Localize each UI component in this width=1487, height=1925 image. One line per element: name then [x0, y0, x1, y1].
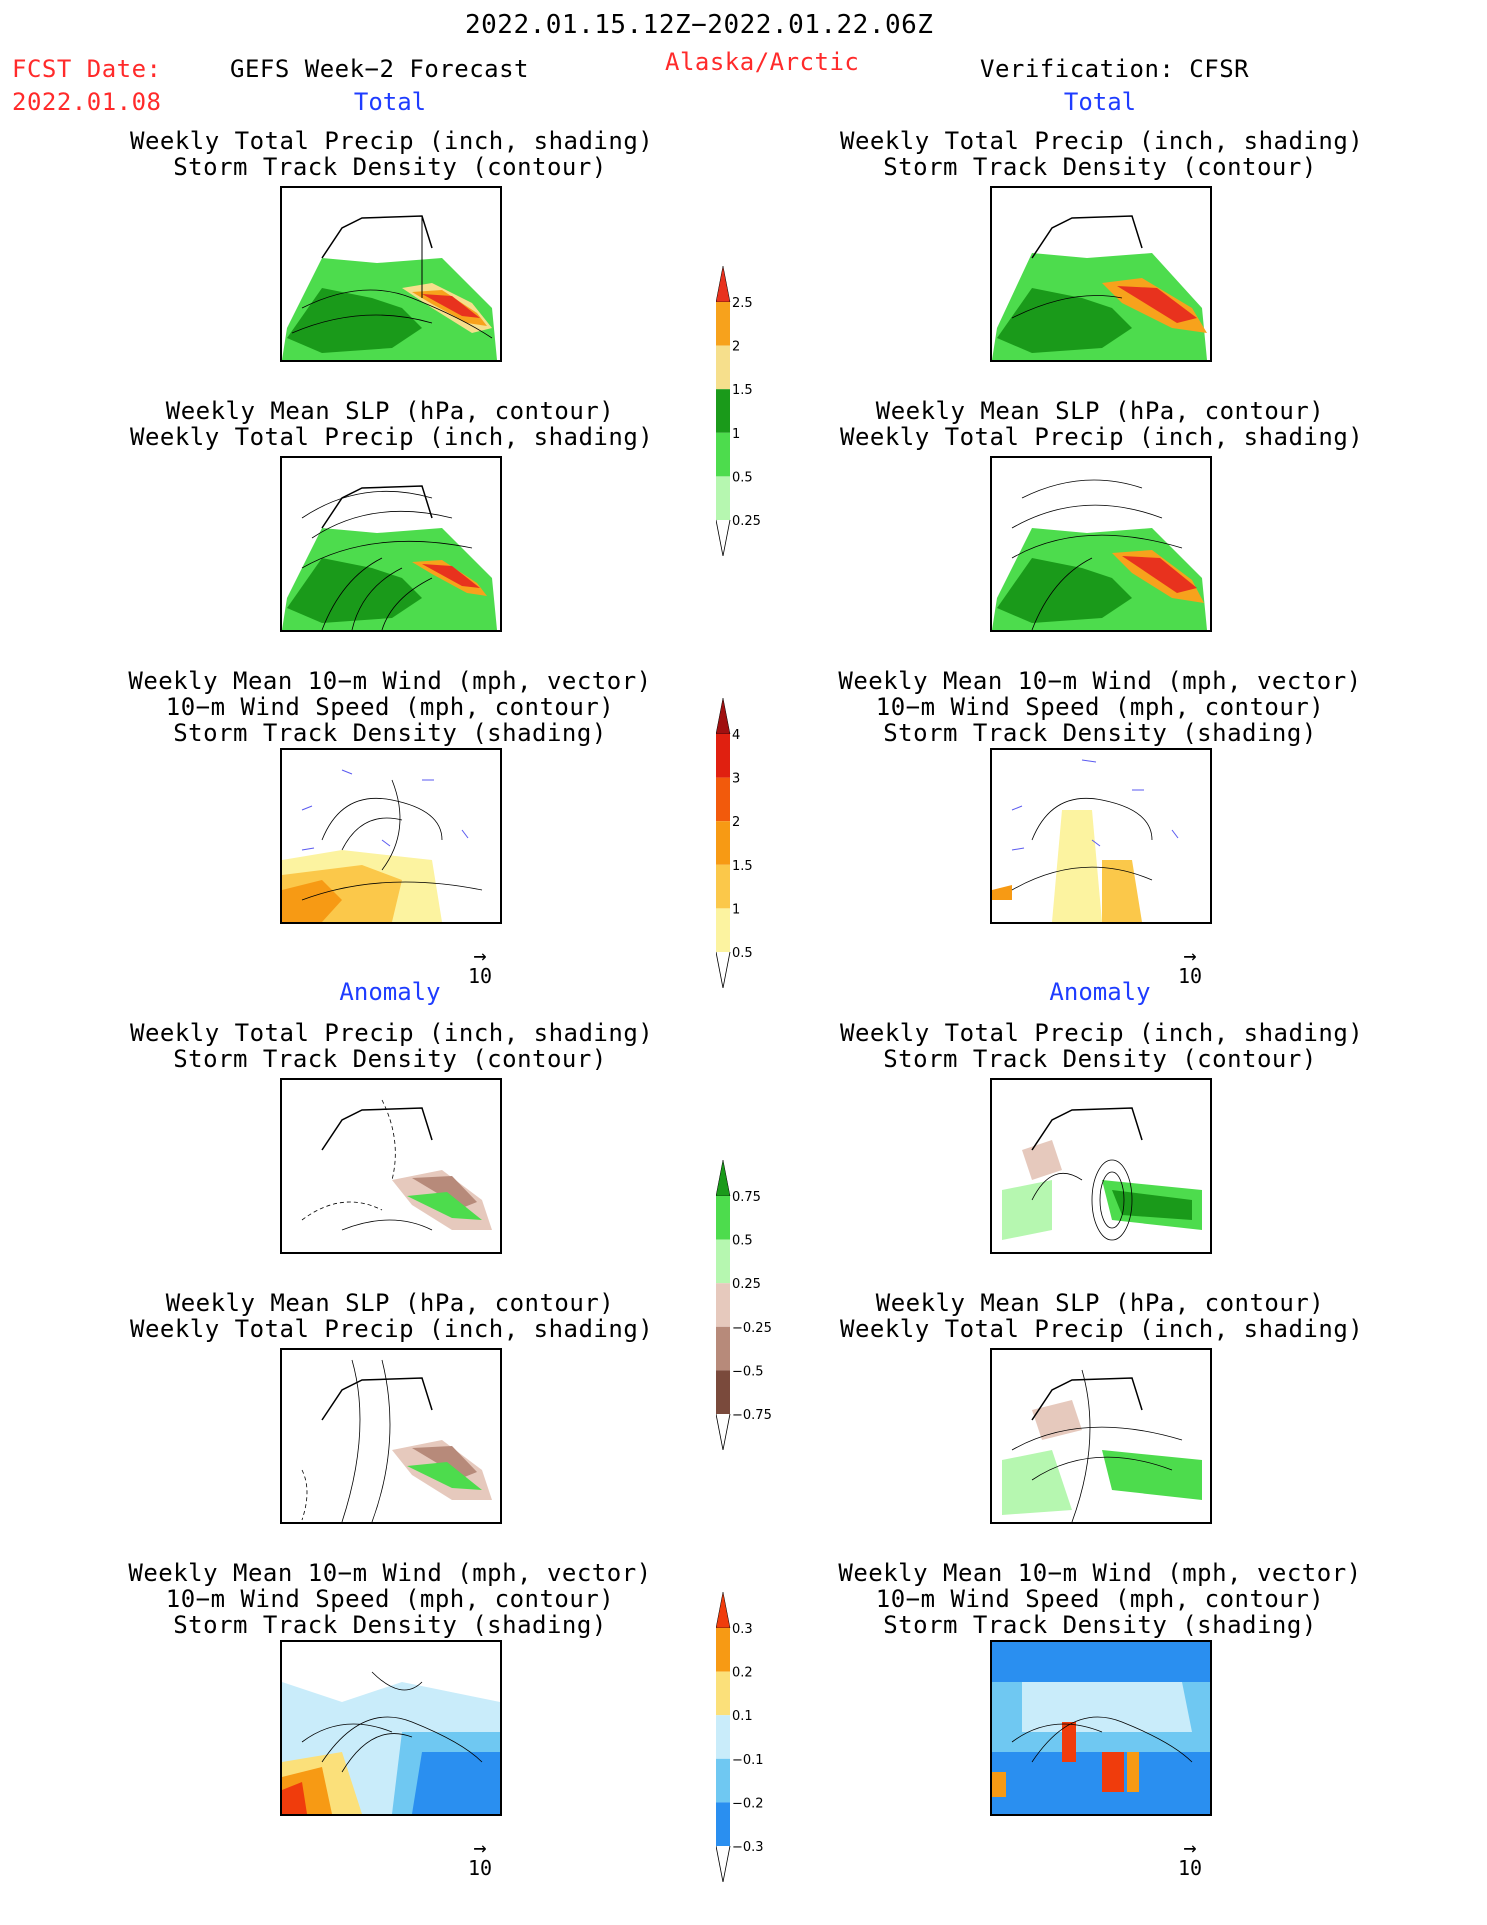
- colorbar-tick-label: 0.5: [732, 1234, 753, 1249]
- colorbar-bottom-cap: [716, 519, 731, 556]
- colorbar-svg: 4 3 2 1.5 1 0.5: [716, 698, 753, 988]
- section-anomaly-right: Anomaly: [1049, 978, 1151, 1006]
- map-total-precip-cfsr: [990, 186, 1212, 362]
- reference-vector-right-2: → 10: [1177, 1836, 1203, 1881]
- colorbar-anom-precip: 0.75 0.5 0.25 −0.25 −0.5 −0.75: [716, 1160, 826, 1450]
- colorbar-anom-track: 0.3 0.2 0.1 −0.1 −0.2 −0.3: [716, 1592, 826, 1882]
- colorbar-tick-label: −0.25: [732, 1321, 772, 1336]
- colorbar-segment: [716, 1196, 730, 1240]
- map-anom-wind-cfsr: [990, 1640, 1212, 1816]
- colorbar-tick-label: −0.1: [732, 1753, 764, 1768]
- colorbar-segment: [716, 1671, 730, 1716]
- fcst-date-value: 2022.01.08: [12, 88, 162, 116]
- colorbar-segment: [716, 864, 730, 909]
- date-range-title: 2022.01.15.12Z−2022.01.22.06Z: [465, 10, 934, 40]
- panel-title-anom-wind-left: Weekly Mean 10−m Wind (mph, vector) 10−m…: [128, 1559, 652, 1639]
- colorbar-tick-label: 2: [732, 340, 740, 355]
- panel-title-anom-precip-left: Weekly Total Precip (inch, shading) Stor…: [130, 1019, 654, 1073]
- colorbar-total-track: 4 3 2 1.5 1 0.5: [716, 698, 826, 988]
- section-total-right: Total: [1063, 88, 1137, 116]
- colorbar-segment: [716, 1802, 730, 1846]
- colorbar-segment: [716, 1370, 730, 1414]
- colorbar-top-cap: [716, 1592, 731, 1629]
- colorbar-top-cap: [716, 266, 731, 303]
- colorbar-segment: [716, 777, 730, 822]
- colorbar-segment: [716, 734, 730, 778]
- reference-vector-left-1: → 10: [467, 944, 493, 989]
- colorbar-segment: [716, 908, 730, 952]
- colorbar-bottom-cap: [716, 951, 731, 988]
- map-anom-slp-gefs: [280, 1348, 502, 1524]
- verification-label: Verification: CFSR: [980, 55, 1250, 83]
- colorbar-tick-label: 1: [732, 427, 740, 442]
- colorbar-top-cap: [716, 1160, 731, 1197]
- colorbar-segment: [716, 1239, 730, 1284]
- colorbar-segment: [716, 1628, 730, 1672]
- fcst-date-label: FCST Date:: [12, 55, 162, 83]
- colorbar-svg: 0.3 0.2 0.1 −0.1 −0.2 −0.3: [716, 1592, 764, 1882]
- panel-title-anom-precip-right: Weekly Total Precip (inch, shading) Stor…: [840, 1019, 1364, 1073]
- colorbar-tick-label: 0.2: [732, 1666, 753, 1681]
- colorbar-segment: [716, 302, 730, 346]
- panel-title-anom-slp-right: Weekly Mean SLP (hPa, contour) Weekly To…: [840, 1289, 1364, 1343]
- map-total-wind-gefs: [280, 748, 502, 924]
- colorbar-tick-label: 1: [732, 902, 740, 917]
- colorbar-segment: [716, 1326, 730, 1371]
- colorbar-segment: [716, 1283, 730, 1327]
- panel-title-total-slp-right: Weekly Mean SLP (hPa, contour) Weekly To…: [840, 397, 1364, 451]
- colorbar-total-precip: 2.5 2 1.5 1 0.5 0.25: [716, 266, 826, 556]
- colorbar-svg: 2.5 2 1.5 1 0.5 0.25: [716, 266, 761, 556]
- map-anom-precip-gefs: [280, 1078, 502, 1254]
- colorbar-segment: [716, 1715, 730, 1759]
- section-total-left: Total: [353, 88, 427, 116]
- colorbar-tick-label: 0.5: [732, 470, 753, 485]
- model-label: GEFS Week−2 Forecast: [230, 55, 529, 83]
- colorbar-top-cap: [716, 698, 731, 735]
- reference-vector-left-2: → 10: [467, 1836, 493, 1881]
- colorbar-tick-label: 0.75: [732, 1190, 761, 1205]
- colorbar-tick-label: −0.3: [732, 1840, 764, 1855]
- section-anomaly-left: Anomaly: [339, 978, 441, 1006]
- region-label: Alaska/Arctic: [665, 48, 860, 76]
- colorbar-tick-label: −0.2: [732, 1796, 764, 1811]
- map-total-wind-cfsr: [990, 748, 1212, 924]
- panel-title-anom-wind-right: Weekly Mean 10−m Wind (mph, vector) 10−m…: [838, 1559, 1362, 1639]
- colorbar-segment: [716, 432, 730, 477]
- panel-title-anom-slp-left: Weekly Mean SLP (hPa, contour) Weekly To…: [130, 1289, 654, 1343]
- map-total-slp-gefs: [280, 456, 502, 632]
- map-anom-slp-cfsr: [990, 1348, 1212, 1524]
- colorbar-bottom-cap: [716, 1845, 731, 1882]
- colorbar-segment: [716, 1758, 730, 1803]
- map-anom-precip-cfsr: [990, 1078, 1212, 1254]
- colorbar-tick-label: 0.3: [732, 1622, 753, 1637]
- map-total-precip-gefs: [280, 186, 502, 362]
- colorbar-segment: [716, 389, 730, 433]
- colorbar-segment: [716, 476, 730, 520]
- colorbar-tick-label: −0.5: [732, 1364, 764, 1379]
- colorbar-tick-label: 0.25: [732, 514, 761, 529]
- panel-title-total-wind-right: Weekly Mean 10−m Wind (mph, vector) 10−m…: [838, 667, 1362, 747]
- colorbar-tick-label: 0.5: [732, 946, 753, 961]
- colorbar-bottom-cap: [716, 1413, 731, 1450]
- colorbar-tick-label: 1.5: [732, 383, 753, 398]
- map-total-slp-cfsr: [990, 456, 1212, 632]
- colorbar-tick-label: 3: [732, 772, 740, 787]
- panel-title-total-slp-left: Weekly Mean SLP (hPa, contour) Weekly To…: [130, 397, 654, 451]
- map-anom-wind-gefs: [280, 1640, 502, 1816]
- colorbar-svg: 0.75 0.5 0.25 −0.25 −0.5 −0.75: [716, 1160, 772, 1450]
- colorbar-tick-label: 2: [732, 815, 740, 830]
- reference-vector-right-1: → 10: [1177, 944, 1203, 989]
- colorbar-tick-label: 0.25: [732, 1277, 761, 1292]
- panel-title-total-precip-right: Weekly Total Precip (inch, shading) Stor…: [840, 127, 1364, 181]
- colorbar-tick-label: 0.1: [732, 1709, 753, 1724]
- colorbar-segment: [716, 821, 730, 865]
- colorbar-tick-label: 2.5: [732, 296, 753, 311]
- colorbar-segment: [716, 345, 730, 390]
- panel-title-total-wind-left: Weekly Mean 10−m Wind (mph, vector) 10−m…: [128, 667, 652, 747]
- panel-title-total-precip-left: Weekly Total Precip (inch, shading) Stor…: [130, 127, 654, 181]
- colorbar-tick-label: 4: [732, 728, 740, 743]
- colorbar-tick-label: −0.75: [732, 1408, 772, 1423]
- colorbar-tick-label: 1.5: [732, 859, 753, 874]
